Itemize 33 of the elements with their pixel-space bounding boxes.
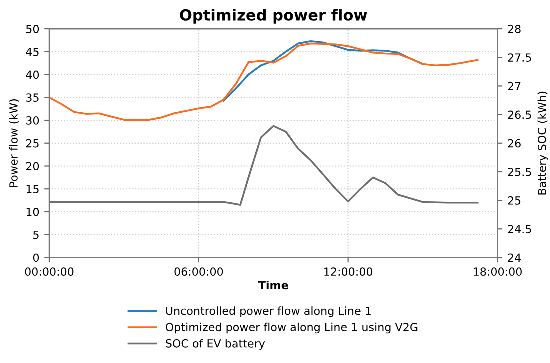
y2-tick-label: 25.5 [508, 168, 532, 176]
y-tick-label: 45 [26, 48, 39, 56]
y-tick-label: 30 [26, 116, 40, 125]
x-tick-label: 18:00:00 [474, 268, 522, 276]
line-series [222, 40, 424, 102]
y-tick-label: 5 [34, 230, 39, 240]
x-axis-title: Time [258, 280, 288, 290]
x-tick-label: 00:00:00 [25, 268, 74, 276]
y2-tick-label: 26 [508, 139, 521, 148]
y2-tick-label: 28 [508, 25, 521, 34]
y2-tick-label: 25 [508, 196, 521, 205]
x-tick-label: 12:00:00 [324, 268, 373, 276]
y-tick-label: 40 [26, 70, 40, 80]
y-tick-label: 10 [26, 208, 40, 216]
y-tick-label: 50 [26, 25, 40, 34]
x-tick-label: 06:00:00 [174, 268, 224, 276]
y-tick-label: 15 [26, 185, 39, 194]
y-tick-label: 35 [26, 94, 39, 102]
y2-tick-label: 24 [508, 254, 521, 262]
y-axis-title: Power flow (kW) [9, 100, 20, 188]
y2-tick-label: 27.5 [508, 54, 532, 62]
legend-label: Optimized power flow along Line 1 using V2G [166, 322, 418, 334]
line-series [50, 42, 479, 121]
y2-tick-label: 26.5 [508, 110, 532, 120]
legend-label: SOC of EV battery [166, 339, 266, 350]
legend-label: Uncontrolled power flow along Line 1 [166, 306, 371, 318]
y-tick-label: 25 [26, 139, 39, 148]
y-tick-label: 0 [33, 254, 40, 262]
y-tick-label: 20 [26, 162, 40, 171]
y2-axis-title: Battery SOC (kWh) [538, 92, 549, 195]
y2-tick-label: 24.5 [508, 225, 532, 234]
chart-title: Optimized power flow [180, 9, 368, 24]
y2-tick-label: 27 [508, 82, 521, 90]
